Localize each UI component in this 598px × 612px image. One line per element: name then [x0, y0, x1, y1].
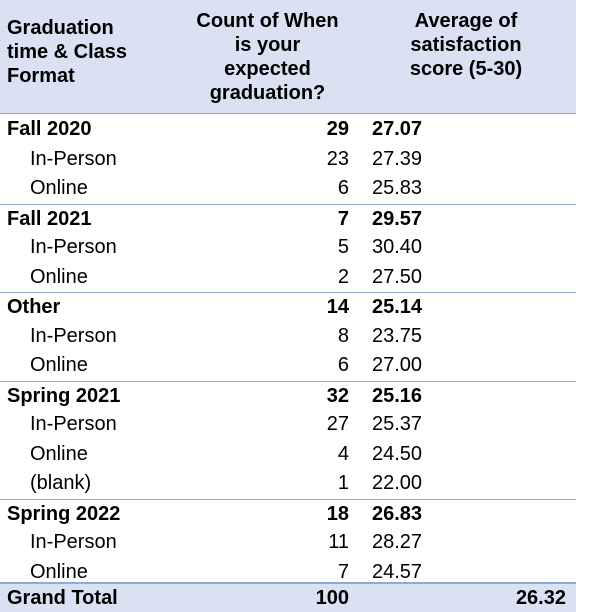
group-row[interactable]: Spring 2022 18 26.83: [0, 498, 576, 529]
group-row[interactable]: Fall 2020 29 27.07: [0, 115, 576, 145]
row-average: 28.27: [372, 531, 423, 553]
row-count: 23: [326, 147, 349, 170]
sub-row[interactable]: In-Person 5 30.40: [0, 233, 576, 263]
row-average: 30.40: [372, 236, 423, 258]
row-count: 27: [326, 413, 349, 435]
row-label: Spring 2022: [7, 502, 121, 525]
row-label: In-Person: [30, 147, 117, 170]
group-row[interactable]: Fall 2021 7 29.57: [0, 203, 576, 234]
row-count: 5: [337, 236, 349, 258]
row-average: 29.57: [372, 207, 423, 230]
row-average: 24.57: [372, 560, 423, 583]
row-label: (blank): [30, 472, 92, 494]
row-label: Online: [30, 442, 88, 465]
row-label: Online: [30, 177, 88, 199]
row-label: Online: [30, 265, 88, 288]
sub-row[interactable]: Online 4 24.50: [0, 440, 576, 470]
grand-total-row[interactable]: Grand Total 100 26.32: [0, 582, 576, 612]
row-count: 4: [337, 442, 349, 465]
header-count[interactable]: Count of When is your expected graduatio…: [196, 10, 339, 104]
row-average: 27.07: [372, 118, 423, 140]
group-row[interactable]: Other 14 25.14: [0, 292, 576, 322]
row-label: In-Person: [30, 413, 117, 435]
sub-row[interactable]: (blank) 1 22.00: [0, 469, 576, 499]
sub-row[interactable]: In-Person 27 25.37: [0, 410, 576, 440]
row-average: 24.50: [372, 442, 423, 465]
row-count: 2: [337, 265, 349, 288]
sub-row[interactable]: Online 7 24.57: [0, 558, 576, 588]
row-count: 29: [326, 118, 349, 140]
row-label: Online: [30, 560, 88, 583]
sub-row[interactable]: In-Person 23 27.39: [0, 145, 576, 175]
row-average: 27.50: [372, 265, 423, 288]
pivot-header: Graduation time & Class Format Count of …: [0, 0, 576, 114]
row-count: 18: [326, 502, 349, 525]
row-count: 6: [337, 354, 349, 376]
row-average: 25.14: [372, 296, 423, 318]
grand-total-average: 26.32: [515, 587, 566, 609]
row-label: In-Person: [30, 324, 117, 347]
row-average: 23.75: [372, 324, 423, 347]
sub-row[interactable]: In-Person 8 23.75: [0, 322, 576, 352]
header-average[interactable]: Average of satisfaction score (5-30): [409, 10, 523, 80]
row-average: 27.00: [372, 354, 423, 376]
row-average: 22.00: [372, 472, 423, 494]
pivot-body: Fall 2020 29 27.07 In-Person 23 27.39 Online 6 2…: [0, 115, 576, 587]
group-row[interactable]: Spring 2021 32 25.16: [0, 380, 576, 411]
row-count: 1: [337, 472, 349, 494]
row-average: 26.83: [372, 502, 423, 525]
row-count: 7: [337, 207, 349, 230]
row-count: 8: [337, 324, 349, 347]
row-average: 27.39: [372, 147, 423, 170]
row-count: 6: [337, 177, 349, 199]
row-average: 25.83: [372, 177, 423, 199]
row-count: 32: [326, 384, 349, 407]
row-label: In-Person: [30, 531, 117, 553]
row-label: In-Person: [30, 236, 117, 258]
header-row-labels[interactable]: Graduation time & Class Format: [7, 17, 128, 87]
row-label: Other: [7, 296, 61, 318]
sub-row[interactable]: Online 6 25.83: [0, 174, 576, 204]
row-average: 25.37: [372, 413, 423, 435]
row-count: 7: [337, 560, 349, 583]
grand-total-label: Grand Total: [7, 587, 118, 609]
row-label: Fall 2021: [7, 207, 92, 230]
row-label: Spring 2021: [7, 384, 121, 407]
row-count: 14: [326, 296, 349, 318]
grand-total-count: 100: [315, 587, 349, 609]
row-average: 25.16: [372, 384, 423, 407]
row-count: 11: [328, 531, 349, 553]
sub-row[interactable]: In-Person 11 28.27: [0, 528, 576, 558]
sub-row[interactable]: Online 2 27.50: [0, 263, 576, 293]
sub-row[interactable]: Online 6 27.00: [0, 351, 576, 381]
row-label: Fall 2020: [7, 118, 92, 140]
row-label: Online: [30, 354, 88, 376]
